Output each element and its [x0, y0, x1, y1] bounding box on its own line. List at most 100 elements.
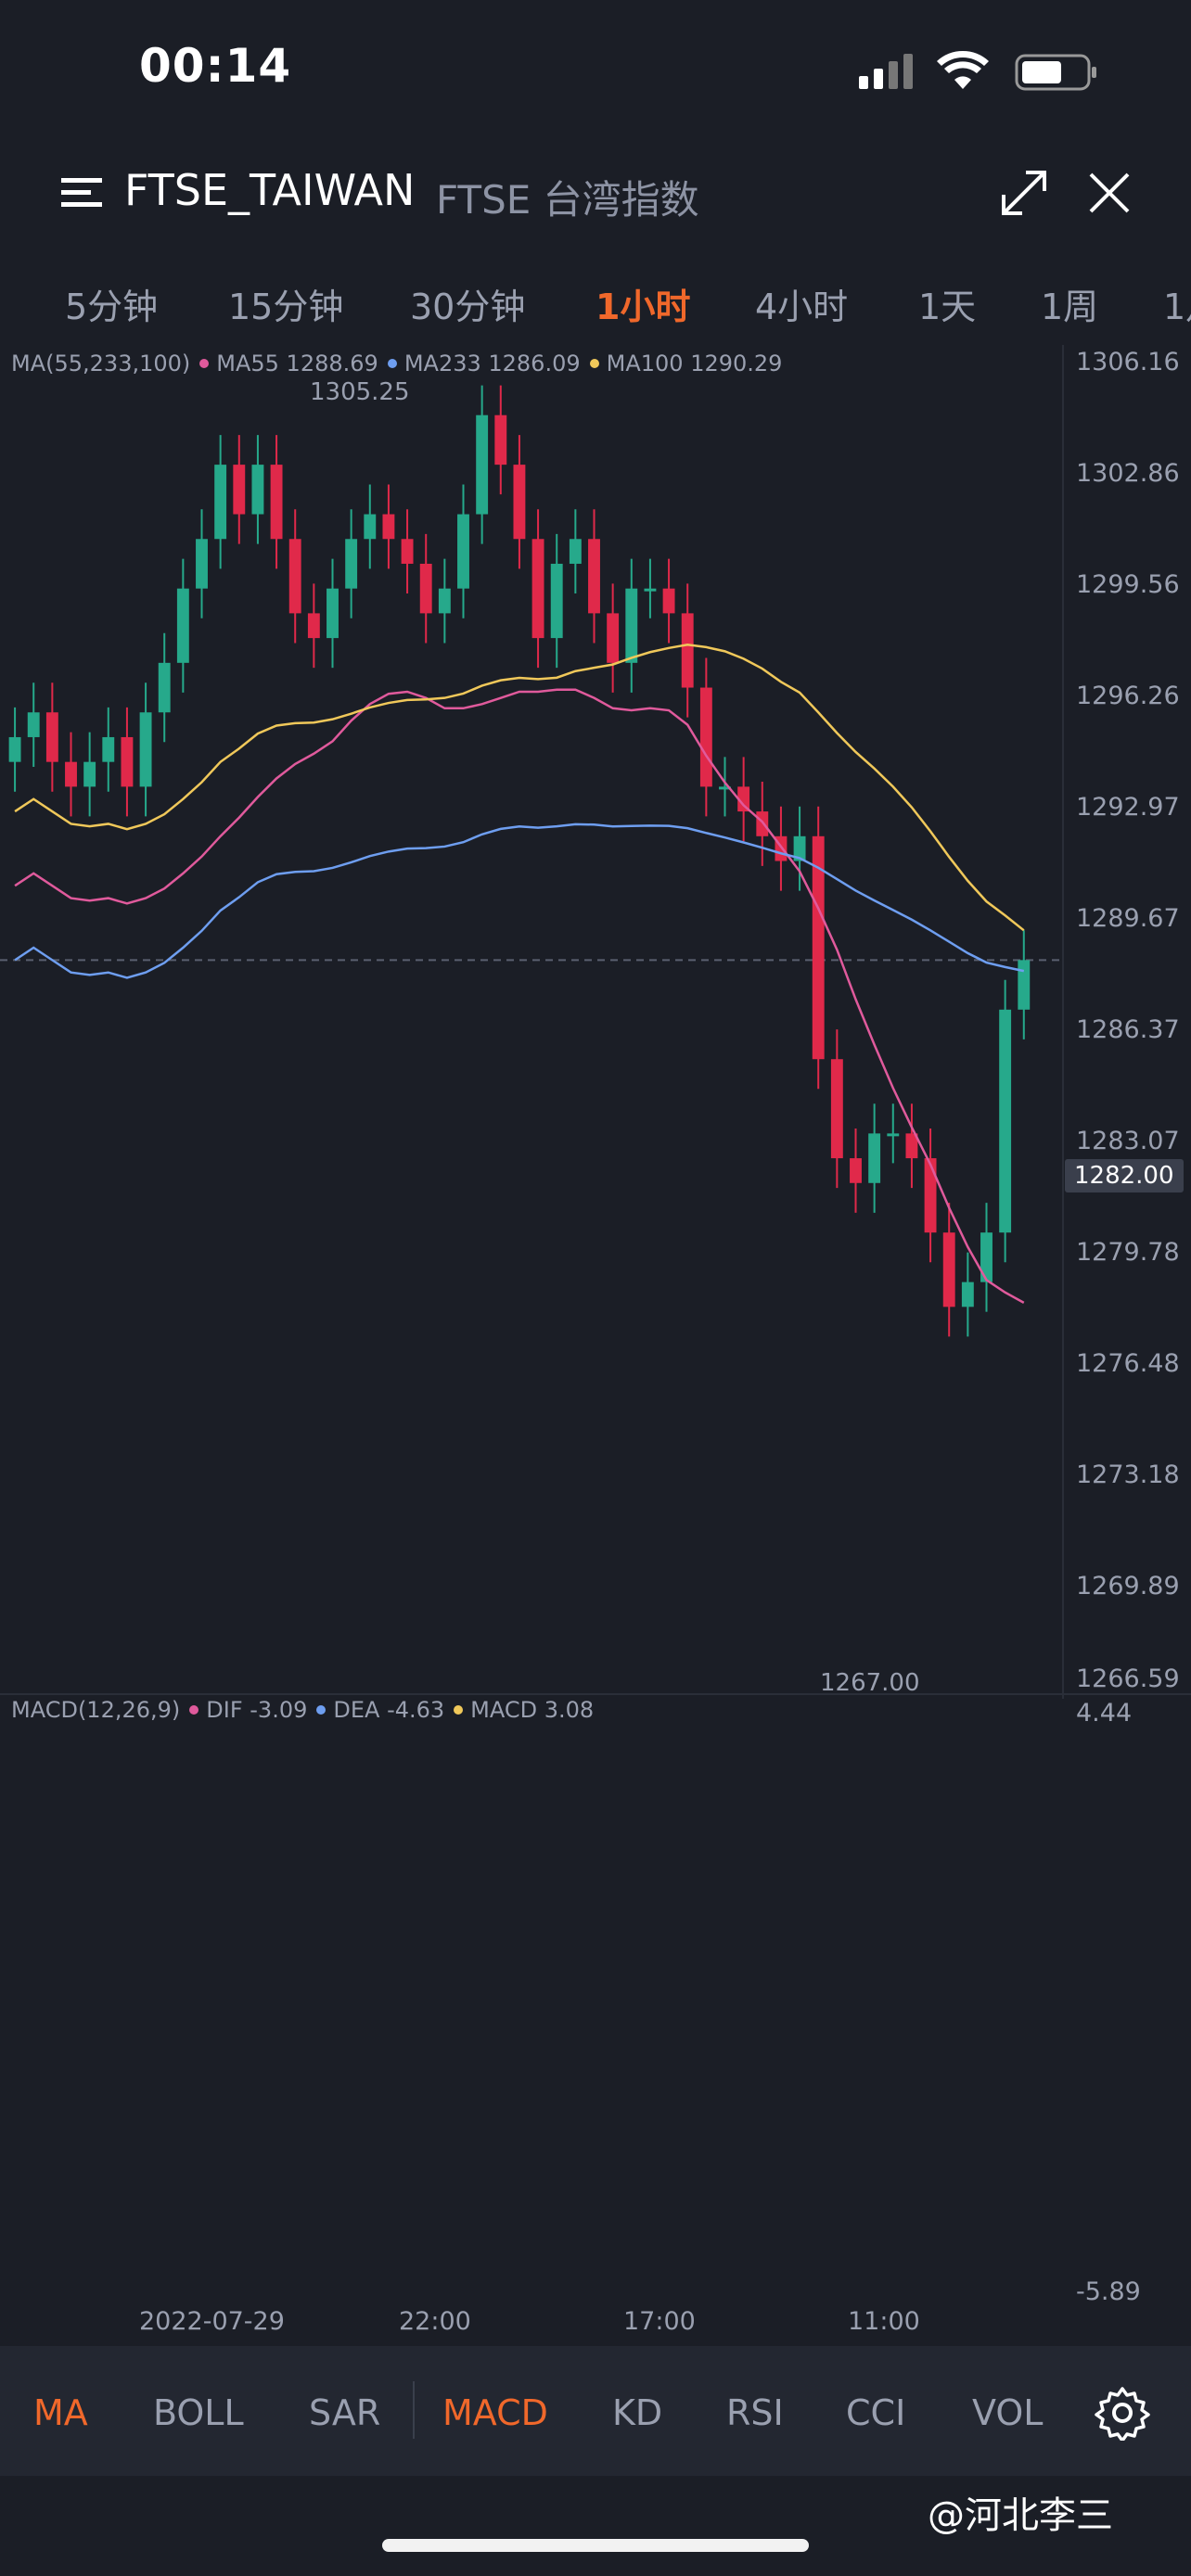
expand-icon[interactable]: [998, 167, 1050, 219]
candle-body: [662, 588, 675, 614]
time-label: 2022-07-29: [139, 2307, 285, 2336]
ma55-line: [14, 688, 1025, 1304]
price-tick: 1283.07: [1076, 1127, 1180, 1155]
tab-1h[interactable]: 1小时: [596, 287, 691, 327]
indicator-bar: [0, 2346, 1191, 2476]
candle-body: [457, 514, 469, 589]
candle-body: [476, 414, 489, 515]
macd-legend-title: MACD(12,26,9): [11, 1697, 181, 1723]
price-tick: 1302.86: [1076, 459, 1180, 488]
chart-area[interactable]: [0, 345, 1191, 1699]
price-tick: 1296.26: [1076, 682, 1180, 710]
wifi-icon: [937, 50, 989, 89]
candle-body: [8, 736, 21, 762]
candle-body: [270, 465, 283, 540]
watermark: @河北李三: [928, 2494, 1113, 2537]
candle-body: [924, 1158, 937, 1233]
candle-body: [83, 761, 96, 787]
candle-body: [681, 613, 694, 688]
candle-body: [550, 563, 563, 639]
indicator-rsi[interactable]: RSI: [726, 2392, 784, 2433]
candle-body: [233, 465, 246, 515]
close-icon[interactable]: [1083, 167, 1135, 219]
gear-icon[interactable]: [1095, 2385, 1150, 2441]
menu-icon[interactable]: [61, 174, 102, 211]
candle-body: [121, 736, 134, 787]
candle-body: [307, 613, 320, 639]
tab-1mo[interactable]: 1月: [1163, 287, 1191, 327]
tab-4h[interactable]: 4小时: [755, 287, 849, 327]
candle-body: [214, 465, 227, 540]
status-time: 00:14: [139, 39, 292, 93]
indicator-sar[interactable]: SAR: [309, 2392, 381, 2433]
time-label: 11:00: [848, 2307, 920, 2336]
candlestick-chart: [0, 345, 1191, 1699]
candle-body: [961, 1282, 974, 1307]
tab-30m[interactable]: 30分钟: [410, 287, 526, 327]
candle-body: [102, 736, 115, 762]
candle-body: [531, 539, 544, 639]
tab-5m[interactable]: 5分钟: [65, 287, 159, 327]
tab-1d[interactable]: 1天: [918, 287, 977, 327]
candle-body: [45, 712, 58, 762]
price-tick: 1306.16: [1076, 348, 1180, 376]
candle-body: [756, 811, 769, 836]
ma100-label: MA100 1290.29: [606, 351, 783, 376]
candle-body: [569, 539, 582, 564]
candle-body: [999, 1009, 1012, 1233]
macd-legend: MACD(12,26,9) DIF -3.09 DEA -4.63 MACD 3.08: [11, 1697, 594, 1723]
candle-body: [905, 1133, 918, 1159]
candle-body: [719, 786, 731, 790]
divider: [413, 2381, 415, 2439]
time-label: 22:00: [399, 2307, 471, 2336]
price-tick: 1276.48: [1076, 1349, 1180, 1378]
symbol-title: FTSE_TAIWAN: [124, 165, 416, 215]
price-tick: 1279.78: [1076, 1238, 1180, 1267]
time-label: 17:00: [623, 2307, 696, 2336]
indicator-cci[interactable]: CCI: [846, 2392, 906, 2433]
candle-body: [382, 514, 395, 540]
tab-15m[interactable]: 15分钟: [228, 287, 344, 327]
symbol-name: FTSE 台湾指数: [436, 177, 699, 223]
price-tick: 1269.89: [1076, 1572, 1180, 1600]
candle-body: [419, 563, 432, 614]
tab-1w[interactable]: 1周: [1041, 287, 1099, 327]
low-annotation: 1267.00: [820, 1669, 920, 1697]
home-indicator[interactable]: [382, 2539, 809, 2552]
candle-body: [327, 588, 339, 639]
last-price-tag: 1282.00: [1065, 1159, 1184, 1192]
candle-body: [345, 539, 358, 589]
macd-value-label: MACD 3.08: [470, 1697, 595, 1723]
candle-body: [196, 539, 208, 589]
indicator-boll[interactable]: BOLL: [153, 2392, 244, 2433]
candle-body: [27, 712, 40, 737]
candle-body: [1018, 960, 1031, 1010]
indicator-kd[interactable]: KD: [612, 2392, 663, 2433]
price-tick: 1266.59: [1076, 1664, 1180, 1693]
candle-body: [644, 588, 657, 592]
price-tick: 1299.56: [1076, 570, 1180, 599]
candle-body: [251, 465, 264, 515]
candle-body: [288, 539, 301, 614]
ma233-line: [14, 823, 1025, 979]
candle-body: [699, 687, 712, 787]
indicator-macd[interactable]: MACD: [442, 2392, 548, 2433]
macd-axis-top: 4.44: [1076, 1699, 1133, 1728]
high-annotation: 1305.25: [310, 378, 410, 406]
price-tick: 1289.67: [1076, 904, 1180, 933]
candle-body: [588, 539, 600, 614]
candle-body: [737, 786, 750, 812]
indicator-vol[interactable]: VOL: [972, 2392, 1044, 2433]
candle-body: [176, 588, 189, 663]
price-tick: 1292.97: [1076, 793, 1180, 822]
candle-body: [887, 1133, 900, 1137]
candle-body: [625, 588, 638, 663]
status-icons: [859, 50, 1096, 91]
indicator-ma[interactable]: MA: [33, 2392, 88, 2433]
candle-body: [158, 662, 171, 713]
candle-body: [980, 1232, 992, 1282]
candle-body: [812, 835, 825, 1060]
candle-body: [65, 761, 77, 787]
dif-label: DIF -3.09: [206, 1697, 308, 1723]
candle-body: [793, 835, 806, 861]
